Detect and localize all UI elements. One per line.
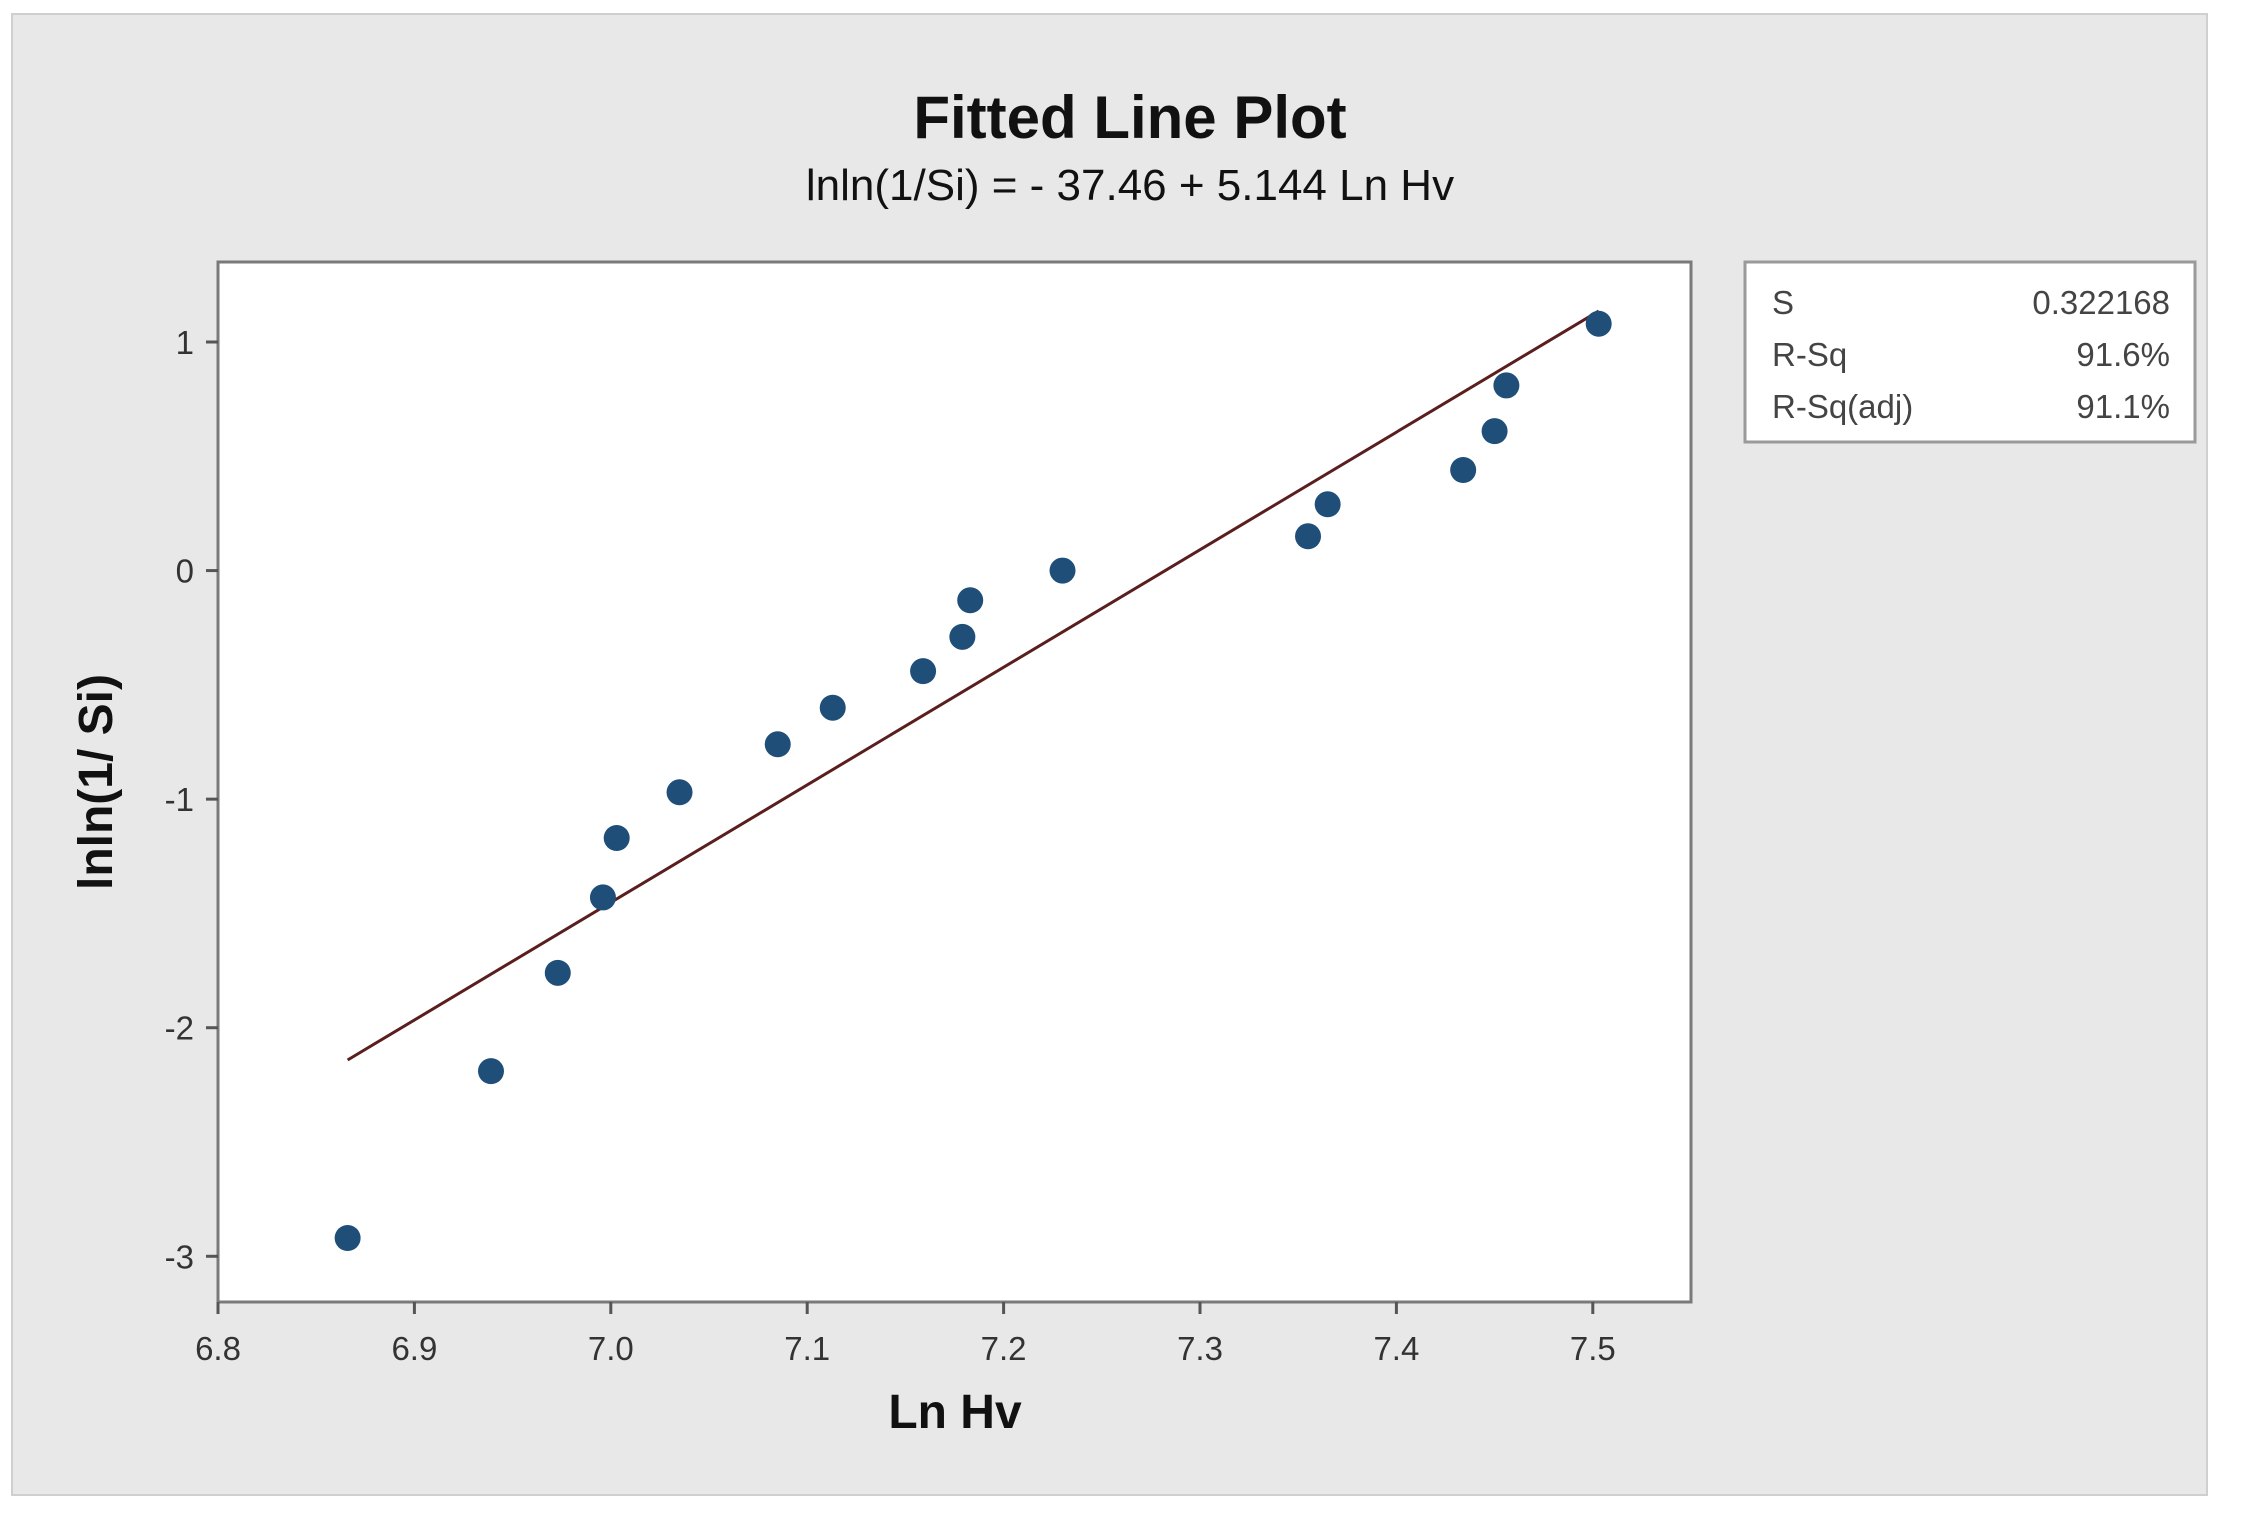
y-tick-label: -3 [165, 1238, 194, 1275]
chart-subtitle: lnln(1/Si) = - 37.46 + 5.144 Ln Hv [806, 161, 1454, 210]
data-point [949, 623, 976, 650]
x-axis: 6.8 6.9 7.0 7.1 7.2 7.3 7.4 7.5 [195, 1302, 1616, 1367]
data-point [819, 694, 846, 721]
stats-box-frame [1743, 260, 2197, 444]
x-tick-label: 7.2 [981, 1330, 1027, 1367]
x-tick-label: 6.8 [195, 1330, 241, 1367]
data-points [334, 310, 1612, 1251]
y-tick-label: -2 [165, 1010, 194, 1047]
data-point [1493, 372, 1520, 399]
data-point [1450, 457, 1477, 483]
stats-box: S 0.322168 R-Sq 91.6% R-Sq(adj) 91.1% [1743, 260, 2197, 444]
data-point [910, 658, 937, 685]
data-point [1481, 418, 1508, 445]
stat-label-rsq: R-Sq [1772, 336, 1847, 373]
stat-value-rsq-adj: 91.1% [2076, 388, 2170, 425]
fitted-regression-line [346, 309, 1600, 1062]
data-point [1314, 491, 1341, 518]
y-tick-label: 0 [176, 553, 194, 590]
chart-title: Fitted Line Plot [913, 84, 1346, 151]
data-point [544, 959, 571, 986]
data-point [1049, 557, 1076, 584]
data-point [589, 884, 616, 911]
y-axis-label: lnln(1/ Si) [70, 674, 123, 890]
data-point [477, 1058, 504, 1085]
data-point [334, 1225, 361, 1251]
y-tick-label: 1 [176, 324, 194, 361]
stat-label-s: S [1772, 284, 1794, 321]
x-tick-label: 7.0 [588, 1330, 634, 1367]
x-axis-label: Ln Hv [888, 1386, 1022, 1439]
stat-value-rsq: 91.6% [2076, 336, 2170, 373]
x-tick-label: 7.3 [1177, 1330, 1223, 1367]
data-point [1295, 523, 1322, 550]
data-point [666, 779, 693, 806]
data-point [603, 825, 630, 851]
data-point [764, 731, 791, 758]
data-point [1585, 310, 1612, 337]
plot-area [216, 260, 1693, 1304]
data-point [957, 587, 984, 614]
y-tick-label: -1 [165, 781, 194, 818]
x-tick-label: 7.5 [1570, 1330, 1616, 1367]
x-tick-label: 7.4 [1373, 1330, 1419, 1367]
stat-value-s: 0.322168 [2032, 284, 2170, 321]
x-tick-label: 6.9 [391, 1330, 437, 1367]
stat-label-rsq-adj: R-Sq(adj) [1772, 388, 1913, 425]
y-axis: 1 0 -1 -2 -3 [165, 324, 218, 1275]
x-tick-label: 7.1 [784, 1330, 830, 1367]
